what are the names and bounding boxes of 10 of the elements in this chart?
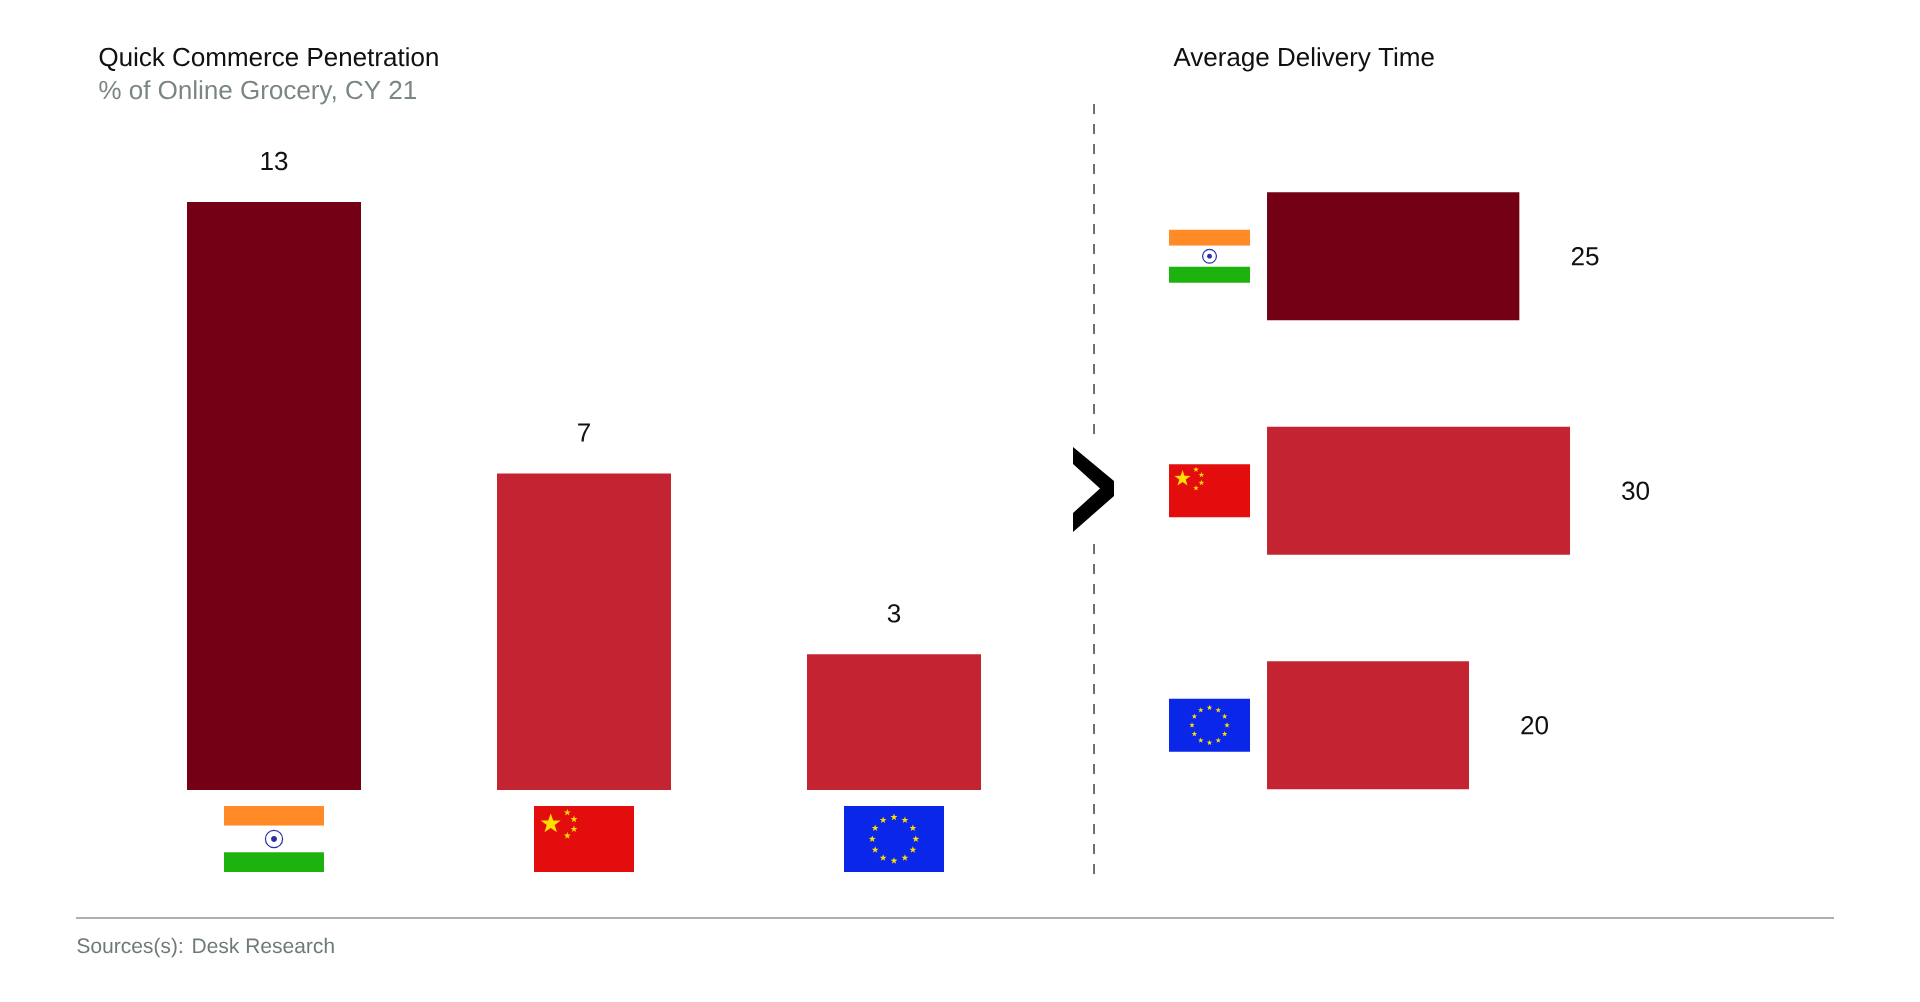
data-label: 30	[1622, 481, 1649, 500]
chart-subtitle: % of Online Grocery, CY 21	[99, 80, 416, 105]
data-label: 7	[578, 423, 590, 442]
source-note: Sources(s): Desk Research	[77, 937, 334, 958]
data-label: 3	[887, 604, 901, 623]
data-label: 25	[1571, 247, 1599, 266]
chart-title: Average Delivery Time	[1173, 47, 1434, 72]
chart-title: Quick Commerce Penetration	[99, 47, 438, 71]
data-label: 13	[261, 151, 288, 171]
data-label: 20	[1521, 716, 1548, 735]
